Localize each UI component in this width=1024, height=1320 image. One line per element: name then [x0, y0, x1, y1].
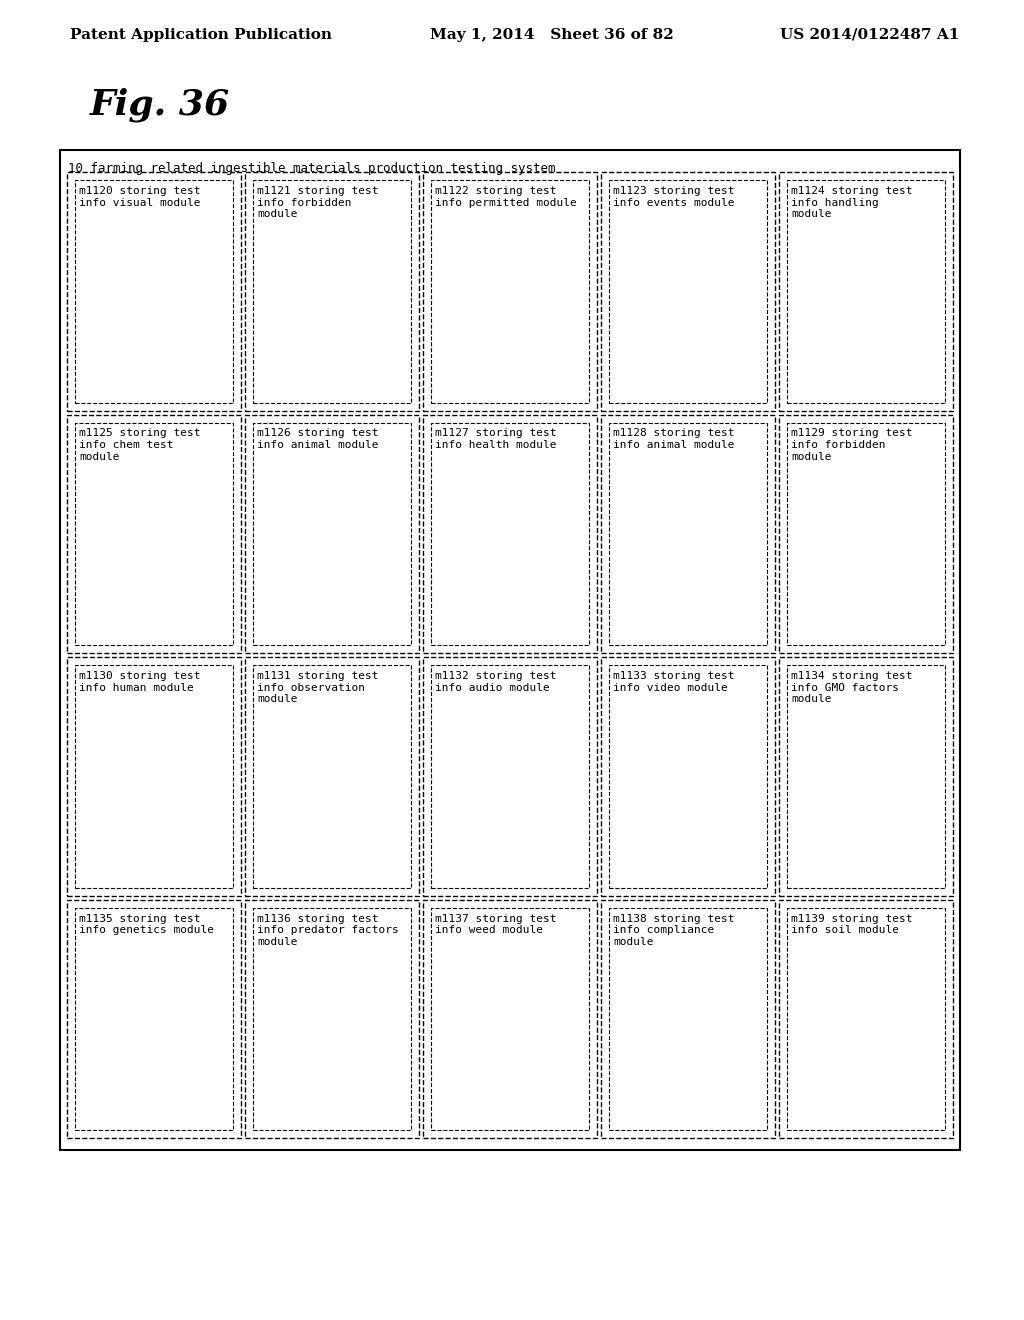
Bar [601, 414, 775, 653]
Text: May 1, 2014   Sheet 36 of 82: May 1, 2014 Sheet 36 of 82 [430, 28, 674, 42]
Bar [60, 150, 961, 1150]
Text: m1128 storing test
info animal module: m1128 storing test info animal module [613, 429, 734, 450]
Bar [431, 180, 589, 403]
Bar [75, 422, 233, 645]
Text: m1131 storing test
info observation
module: m1131 storing test info observation modu… [257, 671, 379, 704]
Bar [787, 180, 945, 403]
Text: m1125 storing test
info chem test
module: m1125 storing test info chem test module [79, 429, 201, 462]
Text: m1138 storing test
info compliance
module: m1138 storing test info compliance modul… [613, 913, 734, 946]
Text: m1127 storing test
info health module: m1127 storing test info health module [435, 429, 556, 450]
Bar [431, 908, 589, 1130]
Bar [423, 172, 597, 411]
Text: 10 farming related ingestible materials production testing system: 10 farming related ingestible materials … [68, 162, 555, 176]
Text: m1136 storing test
info predator factors
module: m1136 storing test info predator factors… [257, 913, 398, 946]
Bar [423, 414, 597, 653]
Text: m1134 storing test
info GMO factors
module: m1134 storing test info GMO factors modu… [791, 671, 912, 704]
Text: Fig. 36: Fig. 36 [90, 87, 230, 123]
Bar [779, 899, 953, 1138]
Bar [609, 422, 767, 645]
Bar [67, 657, 241, 895]
Text: m1132 storing test
info audio module: m1132 storing test info audio module [435, 671, 556, 693]
Bar [67, 172, 241, 411]
Text: m1123 storing test
info events module: m1123 storing test info events module [613, 186, 734, 207]
Bar [245, 414, 419, 653]
Text: US 2014/0122487 A1: US 2014/0122487 A1 [780, 28, 959, 42]
Text: m1121 storing test
info forbidden
module: m1121 storing test info forbidden module [257, 186, 379, 219]
Bar [253, 665, 411, 887]
Bar [245, 899, 419, 1138]
Text: m1139 storing test
info soil module: m1139 storing test info soil module [791, 913, 912, 935]
Bar [245, 172, 419, 411]
Bar [779, 172, 953, 411]
Text: m1124 storing test
info handling
module: m1124 storing test info handling module [791, 186, 912, 219]
Bar [67, 899, 241, 1138]
Text: Patent Application Publication: Patent Application Publication [70, 28, 332, 42]
Text: m1129 storing test
info forbidden
module: m1129 storing test info forbidden module [791, 429, 912, 462]
Bar [601, 657, 775, 895]
Bar [779, 414, 953, 653]
Bar [253, 180, 411, 403]
Bar [601, 899, 775, 1138]
Bar [245, 657, 419, 895]
Bar [253, 908, 411, 1130]
Bar [423, 657, 597, 895]
Bar [75, 908, 233, 1130]
Bar [787, 908, 945, 1130]
Text: m1137 storing test
info weed module: m1137 storing test info weed module [435, 913, 556, 935]
Bar [253, 422, 411, 645]
Text: m1135 storing test
info genetics module: m1135 storing test info genetics module [79, 913, 214, 935]
Text: m1126 storing test
info animal module: m1126 storing test info animal module [257, 429, 379, 450]
Bar [75, 665, 233, 887]
Bar [609, 665, 767, 887]
Text: m1130 storing test
info human module: m1130 storing test info human module [79, 671, 201, 693]
Text: m1120 storing test
info visual module: m1120 storing test info visual module [79, 186, 201, 207]
Bar [787, 665, 945, 887]
Bar [75, 180, 233, 403]
Bar [423, 899, 597, 1138]
Text: m1133 storing test
info video module: m1133 storing test info video module [613, 671, 734, 693]
Bar [787, 422, 945, 645]
Bar [609, 180, 767, 403]
Bar [601, 172, 775, 411]
Bar [609, 908, 767, 1130]
Bar [779, 657, 953, 895]
Text: m1122 storing test
info permitted module: m1122 storing test info permitted module [435, 186, 577, 207]
Bar [431, 422, 589, 645]
Bar [431, 665, 589, 887]
Bar [67, 414, 241, 653]
